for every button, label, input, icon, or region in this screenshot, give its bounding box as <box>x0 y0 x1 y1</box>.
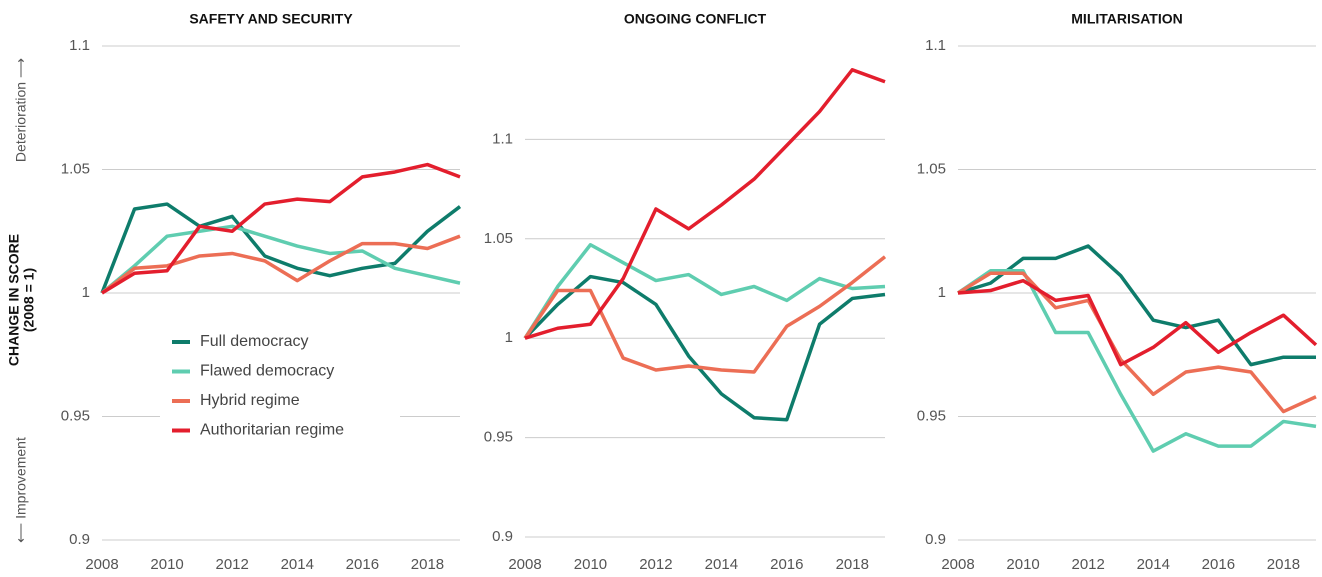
series-line <box>957 271 1317 414</box>
bottom-note: ⟵ Improvement <box>13 437 29 543</box>
y-axis-label: CHANGE IN SCORE <box>6 234 22 366</box>
y-tick-label: 1.05 <box>61 160 90 177</box>
series-line <box>957 269 1317 453</box>
x-tick-label: 2016 <box>1202 556 1235 573</box>
legend-label: Authoritarian regime <box>200 422 344 439</box>
series-line <box>523 243 886 340</box>
y-tick-label: 0.9 <box>925 531 946 548</box>
x-tick-label: 2010 <box>574 556 607 573</box>
series-line <box>100 202 462 294</box>
legend-box <box>160 325 400 447</box>
x-tick-label: 2010 <box>1006 556 1039 573</box>
y-tick-label: 1 <box>82 284 90 301</box>
x-tick-label: 2012 <box>639 556 672 573</box>
series-line <box>957 278 1318 367</box>
x-tick-label: 2014 <box>705 556 738 573</box>
y-tick-label: 1 <box>938 284 946 301</box>
chart-title: ONGOING CONFLICT <box>624 11 767 27</box>
y-tick-label: 1.1 <box>925 37 946 54</box>
x-tick-label: 2012 <box>215 556 248 573</box>
y-tick-label: 1.05 <box>917 160 946 177</box>
y-axis-sublabel: (2008 = 1) <box>21 268 37 332</box>
chart-title: SAFETY AND SECURITY <box>189 11 353 27</box>
series-line <box>100 234 461 295</box>
legend-label: Flawed democracy <box>200 363 334 380</box>
y-tick-label: 1 <box>505 329 513 346</box>
series-line <box>523 255 887 374</box>
x-tick-label: 2012 <box>1071 556 1104 573</box>
legend-label: Full democracy <box>200 333 308 350</box>
x-tick-label: 2010 <box>150 556 183 573</box>
y-tick-label: 0.9 <box>492 528 513 545</box>
y-tick-label: 0.9 <box>69 531 90 548</box>
y-tick-label: 0.95 <box>61 407 90 424</box>
x-tick-label: 2018 <box>1267 556 1300 573</box>
series-line <box>100 224 461 295</box>
series-line <box>524 68 886 340</box>
x-tick-label: 2014 <box>281 556 314 573</box>
legend-label: Hybrid regime <box>200 392 300 409</box>
x-tick-label: 2016 <box>346 556 379 573</box>
series-line <box>957 244 1316 367</box>
x-tick-label: 2018 <box>411 556 444 573</box>
y-tick-label: 1.1 <box>492 130 513 147</box>
x-tick-label: 2016 <box>770 556 803 573</box>
x-tick-label: 2014 <box>1137 556 1170 573</box>
y-tick-label: 1.05 <box>484 230 513 247</box>
legend: Full democracy Flawed democracy Hybrid reg… <box>160 325 400 447</box>
y-tick-label: 0.95 <box>917 407 946 424</box>
series-line <box>101 162 461 295</box>
top-note: Deterioration ⟶ <box>13 58 29 162</box>
x-tick-label: 2008 <box>508 556 541 573</box>
y-tick-label: 0.95 <box>484 429 513 446</box>
x-tick-label: 2008 <box>941 556 974 573</box>
series-line <box>523 274 886 422</box>
chart-title: MILITARISATION <box>1071 11 1182 27</box>
x-tick-label: 2008 <box>85 556 118 573</box>
x-tick-label: 2018 <box>836 556 869 573</box>
y-tick-label: 1.1 <box>69 37 90 54</box>
